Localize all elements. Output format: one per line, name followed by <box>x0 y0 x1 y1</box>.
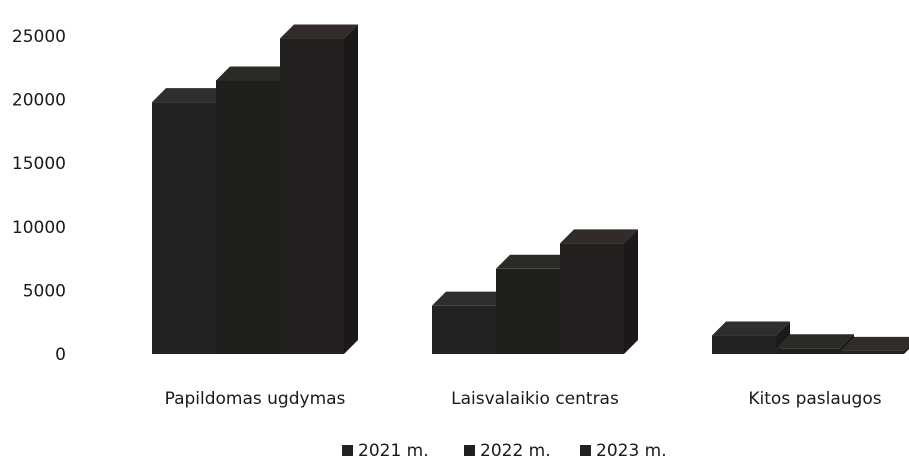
bar-top <box>216 66 294 81</box>
legend-label: 2022 m. <box>480 441 551 461</box>
legend-swatch <box>464 445 475 456</box>
bar-top <box>560 229 638 244</box>
x-category-label: Kitos paslaugos <box>748 389 881 409</box>
y-tick-label: 5000 <box>23 281 66 301</box>
bar-top <box>712 321 790 336</box>
legend-label: 2023 m. <box>596 441 667 461</box>
x-axis: Papildomas ugdymas Laisvalaikio centras Ki… <box>165 389 882 409</box>
bar-side <box>344 24 358 354</box>
legend-item: 2022 m. <box>464 441 551 461</box>
bar-top <box>496 254 574 269</box>
bar <box>840 336 909 354</box>
bar-top <box>432 291 510 306</box>
bar-top <box>280 24 358 39</box>
legend-item: 2023 m. <box>580 441 667 461</box>
bar-top <box>776 334 854 349</box>
bar-side <box>624 229 638 354</box>
y-tick-label: 25000 <box>12 27 66 47</box>
legend-swatch <box>580 445 591 456</box>
bar-front <box>152 102 216 354</box>
bar-front <box>216 80 280 355</box>
legend-swatch <box>342 445 353 456</box>
y-tick-label: 10000 <box>12 218 66 238</box>
bar-front <box>432 305 496 354</box>
y-tick-label: 0 <box>55 345 66 365</box>
bar <box>280 24 358 354</box>
bar-front <box>560 243 624 354</box>
legend-label: 2021 m. <box>358 441 429 461</box>
bar-top <box>840 336 909 351</box>
bar-side <box>904 345 909 354</box>
bars <box>152 24 909 355</box>
legend: 2021 m. 2022 m. 2023 m. <box>342 441 667 461</box>
bar-front <box>840 350 904 354</box>
bar-front <box>280 38 344 354</box>
bar <box>560 229 638 354</box>
y-tick-label: 20000 <box>12 91 66 111</box>
y-axis: 0 5000 10000 15000 20000 25000 <box>12 27 66 365</box>
bar-front <box>496 268 560 354</box>
bar <box>712 321 790 354</box>
bar-front <box>712 335 776 354</box>
bar-front <box>776 348 840 354</box>
bar-top <box>152 88 230 103</box>
x-category-label: Laisvalaikio centras <box>451 389 619 409</box>
legend-item: 2021 m. <box>342 441 429 461</box>
y-tick-label: 15000 <box>12 154 66 174</box>
x-category-label: Papildomas ugdymas <box>165 389 346 409</box>
